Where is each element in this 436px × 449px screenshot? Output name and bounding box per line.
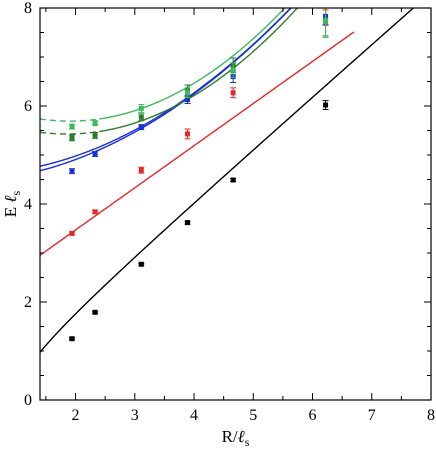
data-point [69,168,75,174]
series-1 [68,9,329,236]
x-tick-label: 5 [249,407,257,424]
y-tick-label: 2 [24,294,32,311]
data-point [323,102,329,108]
series-0 [68,100,329,342]
data-point [92,209,98,215]
fit-line [40,8,415,353]
data-point [185,90,191,96]
plot-area [40,8,415,353]
data-point [230,177,236,183]
x-tick-label: 3 [131,407,139,424]
data-point [92,120,98,126]
y-tick-label: 0 [24,392,32,409]
data-point [92,151,98,157]
axis-tick-labels: 2 3 4 5 6 7 8 0 2 4 6 8 [24,0,435,424]
data-point [185,220,191,226]
x-axis-label: R/ℓs [222,427,250,449]
y-axis-label: E ℓs [1,190,23,217]
x-tick-label: 8 [427,407,435,424]
x-tick-label: 2 [72,407,80,424]
data-point [138,114,144,120]
data-point [323,17,329,23]
y-axis-label-italic: ℓ [1,195,20,202]
data-point [230,90,236,96]
series-4 [68,8,329,130]
data-point [69,124,75,130]
data-point [138,124,144,130]
x-tick-label: 6 [309,407,317,424]
data-point [69,135,75,141]
data-point [185,97,191,103]
x-axis-label-sub: s [245,435,250,449]
data-point [69,336,75,342]
fit-line [99,8,286,120]
data-point [185,131,191,137]
fit-line [40,118,100,122]
data-point [138,167,144,173]
y-tick-label: 6 [24,98,32,115]
fit-line [40,8,292,167]
data-point [138,261,144,267]
x-tick-label: 7 [368,407,376,424]
y-axis-label-sub: s [9,190,23,195]
x-tick-label: 4 [190,407,198,424]
plot-clip-group [40,8,415,353]
fit-line [40,130,100,135]
fit-line [99,8,299,133]
series-3 [68,8,329,142]
data-point [230,67,236,73]
data-point [138,105,144,111]
y-axis-label-main: E [1,203,20,218]
x-axis-label-italic: ℓ [238,427,245,446]
y-tick-label: 8 [24,0,32,17]
data-point [92,309,98,315]
x-axis-label-main: R/ [222,427,238,446]
fit-line [40,31,355,256]
data-point [69,230,75,236]
y-tick-label: 4 [24,196,32,213]
axis-ticks [40,7,432,401]
data-point [92,132,98,138]
